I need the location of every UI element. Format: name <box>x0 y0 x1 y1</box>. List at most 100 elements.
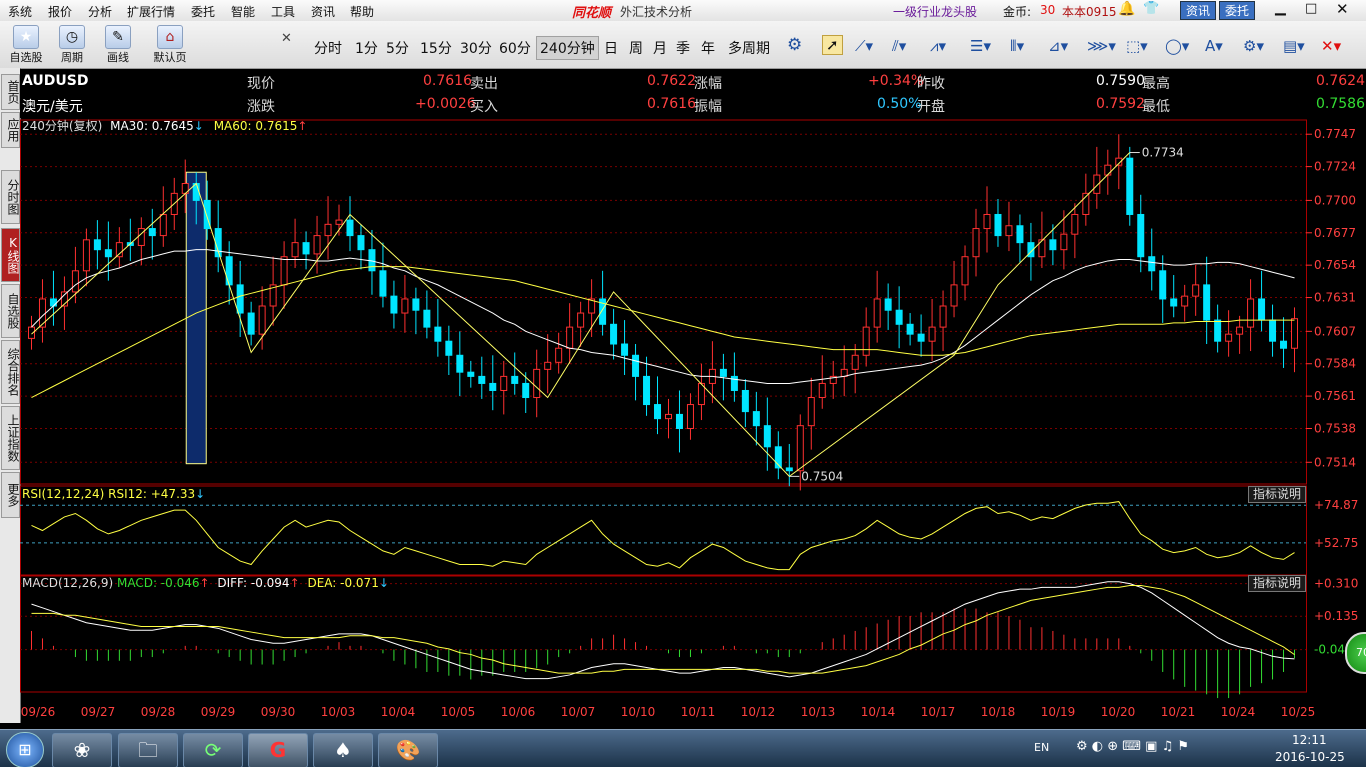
candle-up <box>862 326 870 356</box>
gear-icon[interactable]: ⚙ <box>787 35 803 55</box>
wave-tool-icon[interactable]: ⩘▾ <box>930 37 946 55</box>
default-page-button[interactable]: ⌂ 默认页 <box>150 25 190 65</box>
menu-order[interactable]: 委托 <box>191 5 216 19</box>
candle-down <box>730 375 738 391</box>
macd-indicator-help-button[interactable]: 指标说明 <box>1248 575 1307 592</box>
rsi-indicator-help-button[interactable]: 指标说明 <box>1248 486 1307 503</box>
x-tick-label: 10/18 <box>981 705 1016 718</box>
tray-icons[interactable]: ⚙ ◐ ⊕ ⌨ ▣ ♫ ⚑ <box>1076 739 1190 754</box>
menu-extended[interactable]: 扩展行情 <box>127 5 176 19</box>
candle-up <box>1104 164 1112 176</box>
settings-icon[interactable]: ⚙▾ <box>1243 37 1264 55</box>
y-tick-label: 0.7561 <box>1314 389 1356 403</box>
taskbar-paint[interactable]: 🎨 <box>378 733 438 767</box>
tab-apps[interactable]: 应用 <box>1 112 20 148</box>
taskbar-tonghuashun[interactable]: G <box>248 733 308 767</box>
y-tick-label: 0.7631 <box>1314 291 1356 305</box>
candle-up <box>1038 239 1046 258</box>
gann-icon[interactable]: ⋙▾ <box>1087 37 1116 55</box>
tab-watchlist[interactable]: 自选股 <box>1 284 20 338</box>
taskbar-cards[interactable]: ♠ <box>313 733 373 767</box>
draw-button[interactable]: ✎ 画线 <box>98 25 138 65</box>
candle-down <box>1137 213 1145 258</box>
menu-analysis[interactable]: 分析 <box>88 5 113 19</box>
trade-button[interactable]: 委托 <box>1219 1 1256 20</box>
rectangle-icon[interactable]: ⬚▾ <box>1126 37 1148 55</box>
now-label: 现价 <box>247 76 275 92</box>
menu-quote[interactable]: 报价 <box>48 5 73 19</box>
kline-chart[interactable]: 0.7747 0.7724 0.7700 0.7677 0.7654 0.7631 0.76… <box>20 118 1366 718</box>
bell-icon[interactable]: 🔔 <box>1118 1 1136 17</box>
close-toolbar-icon[interactable]: ✕ <box>281 31 292 46</box>
line-tool-icon[interactable]: ⟋▾ <box>855 37 874 55</box>
period-15m[interactable]: 15分 <box>420 41 452 57</box>
parallel-line-icon[interactable]: ⫽▾ <box>892 37 907 55</box>
y-tick-label: 0.7677 <box>1314 226 1356 240</box>
channel-icon[interactable]: ⊿▾ <box>1048 37 1069 55</box>
open-value: 0.7592 <box>1096 96 1145 112</box>
candle-up <box>269 284 277 307</box>
menu-system[interactable]: 系统 <box>8 5 33 19</box>
start-button[interactable]: ⊞ <box>6 732 44 767</box>
taskbar-app-1[interactable]: ❀ <box>52 733 112 767</box>
open-label: 开盘 <box>917 99 945 115</box>
candle-up <box>1082 192 1090 215</box>
change-label: 涨跌 <box>247 99 275 115</box>
period-timeshare[interactable]: 分时 <box>314 41 342 57</box>
tab-ranking[interactable]: 综合排名 <box>1 340 20 404</box>
period-season[interactable]: 季 <box>676 41 690 57</box>
user-name[interactable]: 本本0915 <box>1062 5 1117 19</box>
tab-kline[interactable]: K线图 <box>1 228 20 282</box>
menu-smart[interactable]: 智能 <box>231 5 256 19</box>
clock-icon: ◷ <box>59 25 85 49</box>
shirt-icon[interactable]: 👕 <box>1143 1 1160 16</box>
candle-up <box>1093 174 1101 194</box>
candle-down <box>621 343 629 356</box>
x-tick-label: 10/04 <box>381 705 416 718</box>
menu-news[interactable]: 资讯 <box>311 5 336 19</box>
period-30m[interactable]: 30分 <box>460 41 492 57</box>
period-multi[interactable]: 多周期 <box>728 41 770 57</box>
tab-shanghai-index[interactable]: 上证指数 <box>1 406 20 470</box>
macd-tick-label: +0.135 <box>1314 609 1358 623</box>
industry-link[interactable]: 一级行业龙头股 <box>893 5 978 19</box>
period-240m[interactable]: 240分钟 <box>536 36 599 60</box>
period-week[interactable]: 周 <box>629 41 643 57</box>
tab-home[interactable]: 首页 <box>1 74 20 110</box>
candle-down <box>104 249 112 258</box>
candle-down <box>632 354 640 377</box>
period-day[interactable]: 日 <box>604 41 618 57</box>
close-icon[interactable]: ✕ <box>1336 0 1349 18</box>
period-year[interactable]: 年 <box>701 41 715 57</box>
watchlist-button[interactable]: ★ 自选股 <box>6 25 46 65</box>
delete-icon[interactable]: ✕▾ <box>1321 37 1342 55</box>
menu-tools[interactable]: 工具 <box>271 5 296 19</box>
candle-up <box>566 326 574 349</box>
period-5m[interactable]: 5分 <box>386 41 409 57</box>
main-legend: 240分钟(复权) MA30: 0.7645↓ MA60: 0.7615↑ <box>22 117 307 134</box>
period-1m[interactable]: 1分 <box>355 41 378 57</box>
quote-header: AUDUSD 澳元/美元 现价 0.7616 涨跌 +0.0026 卖出 0.7… <box>20 69 1366 118</box>
text-tool-icon[interactable]: A▾ <box>1205 37 1223 55</box>
macd-dea-line <box>31 584 1295 674</box>
lang-indicator[interactable]: EN <box>1034 741 1050 754</box>
maximize-icon[interactable]: □ <box>1305 1 1318 16</box>
fib-icon[interactable]: ☰▾ <box>970 37 991 55</box>
bars-icon[interactable]: ⦀▾ <box>1010 37 1025 55</box>
period-60m[interactable]: 60分 <box>499 41 531 57</box>
taskbar-explorer[interactable]: 🗀 <box>118 733 178 767</box>
period-month[interactable]: 月 <box>653 41 667 57</box>
save-icon[interactable]: ▤▾ <box>1283 37 1305 55</box>
cursor-icon[interactable]: ➚ <box>822 35 843 55</box>
tab-timeshare[interactable]: 分时图 <box>1 170 20 224</box>
menu-help[interactable]: 帮助 <box>350 5 375 19</box>
minimize-icon[interactable]: ▁ <box>1275 0 1286 16</box>
circle-icon[interactable]: ◯▾ <box>1165 37 1190 55</box>
taskbar-app-3[interactable]: ⟳ <box>183 733 243 767</box>
candle-down <box>1170 298 1178 307</box>
period-button[interactable]: ◷ 周期 <box>52 25 92 65</box>
news-button[interactable]: 资讯 <box>1180 1 1217 20</box>
candle-down <box>763 425 771 448</box>
tab-more[interactable]: 更多 <box>1 472 20 518</box>
candle-up <box>829 375 837 384</box>
